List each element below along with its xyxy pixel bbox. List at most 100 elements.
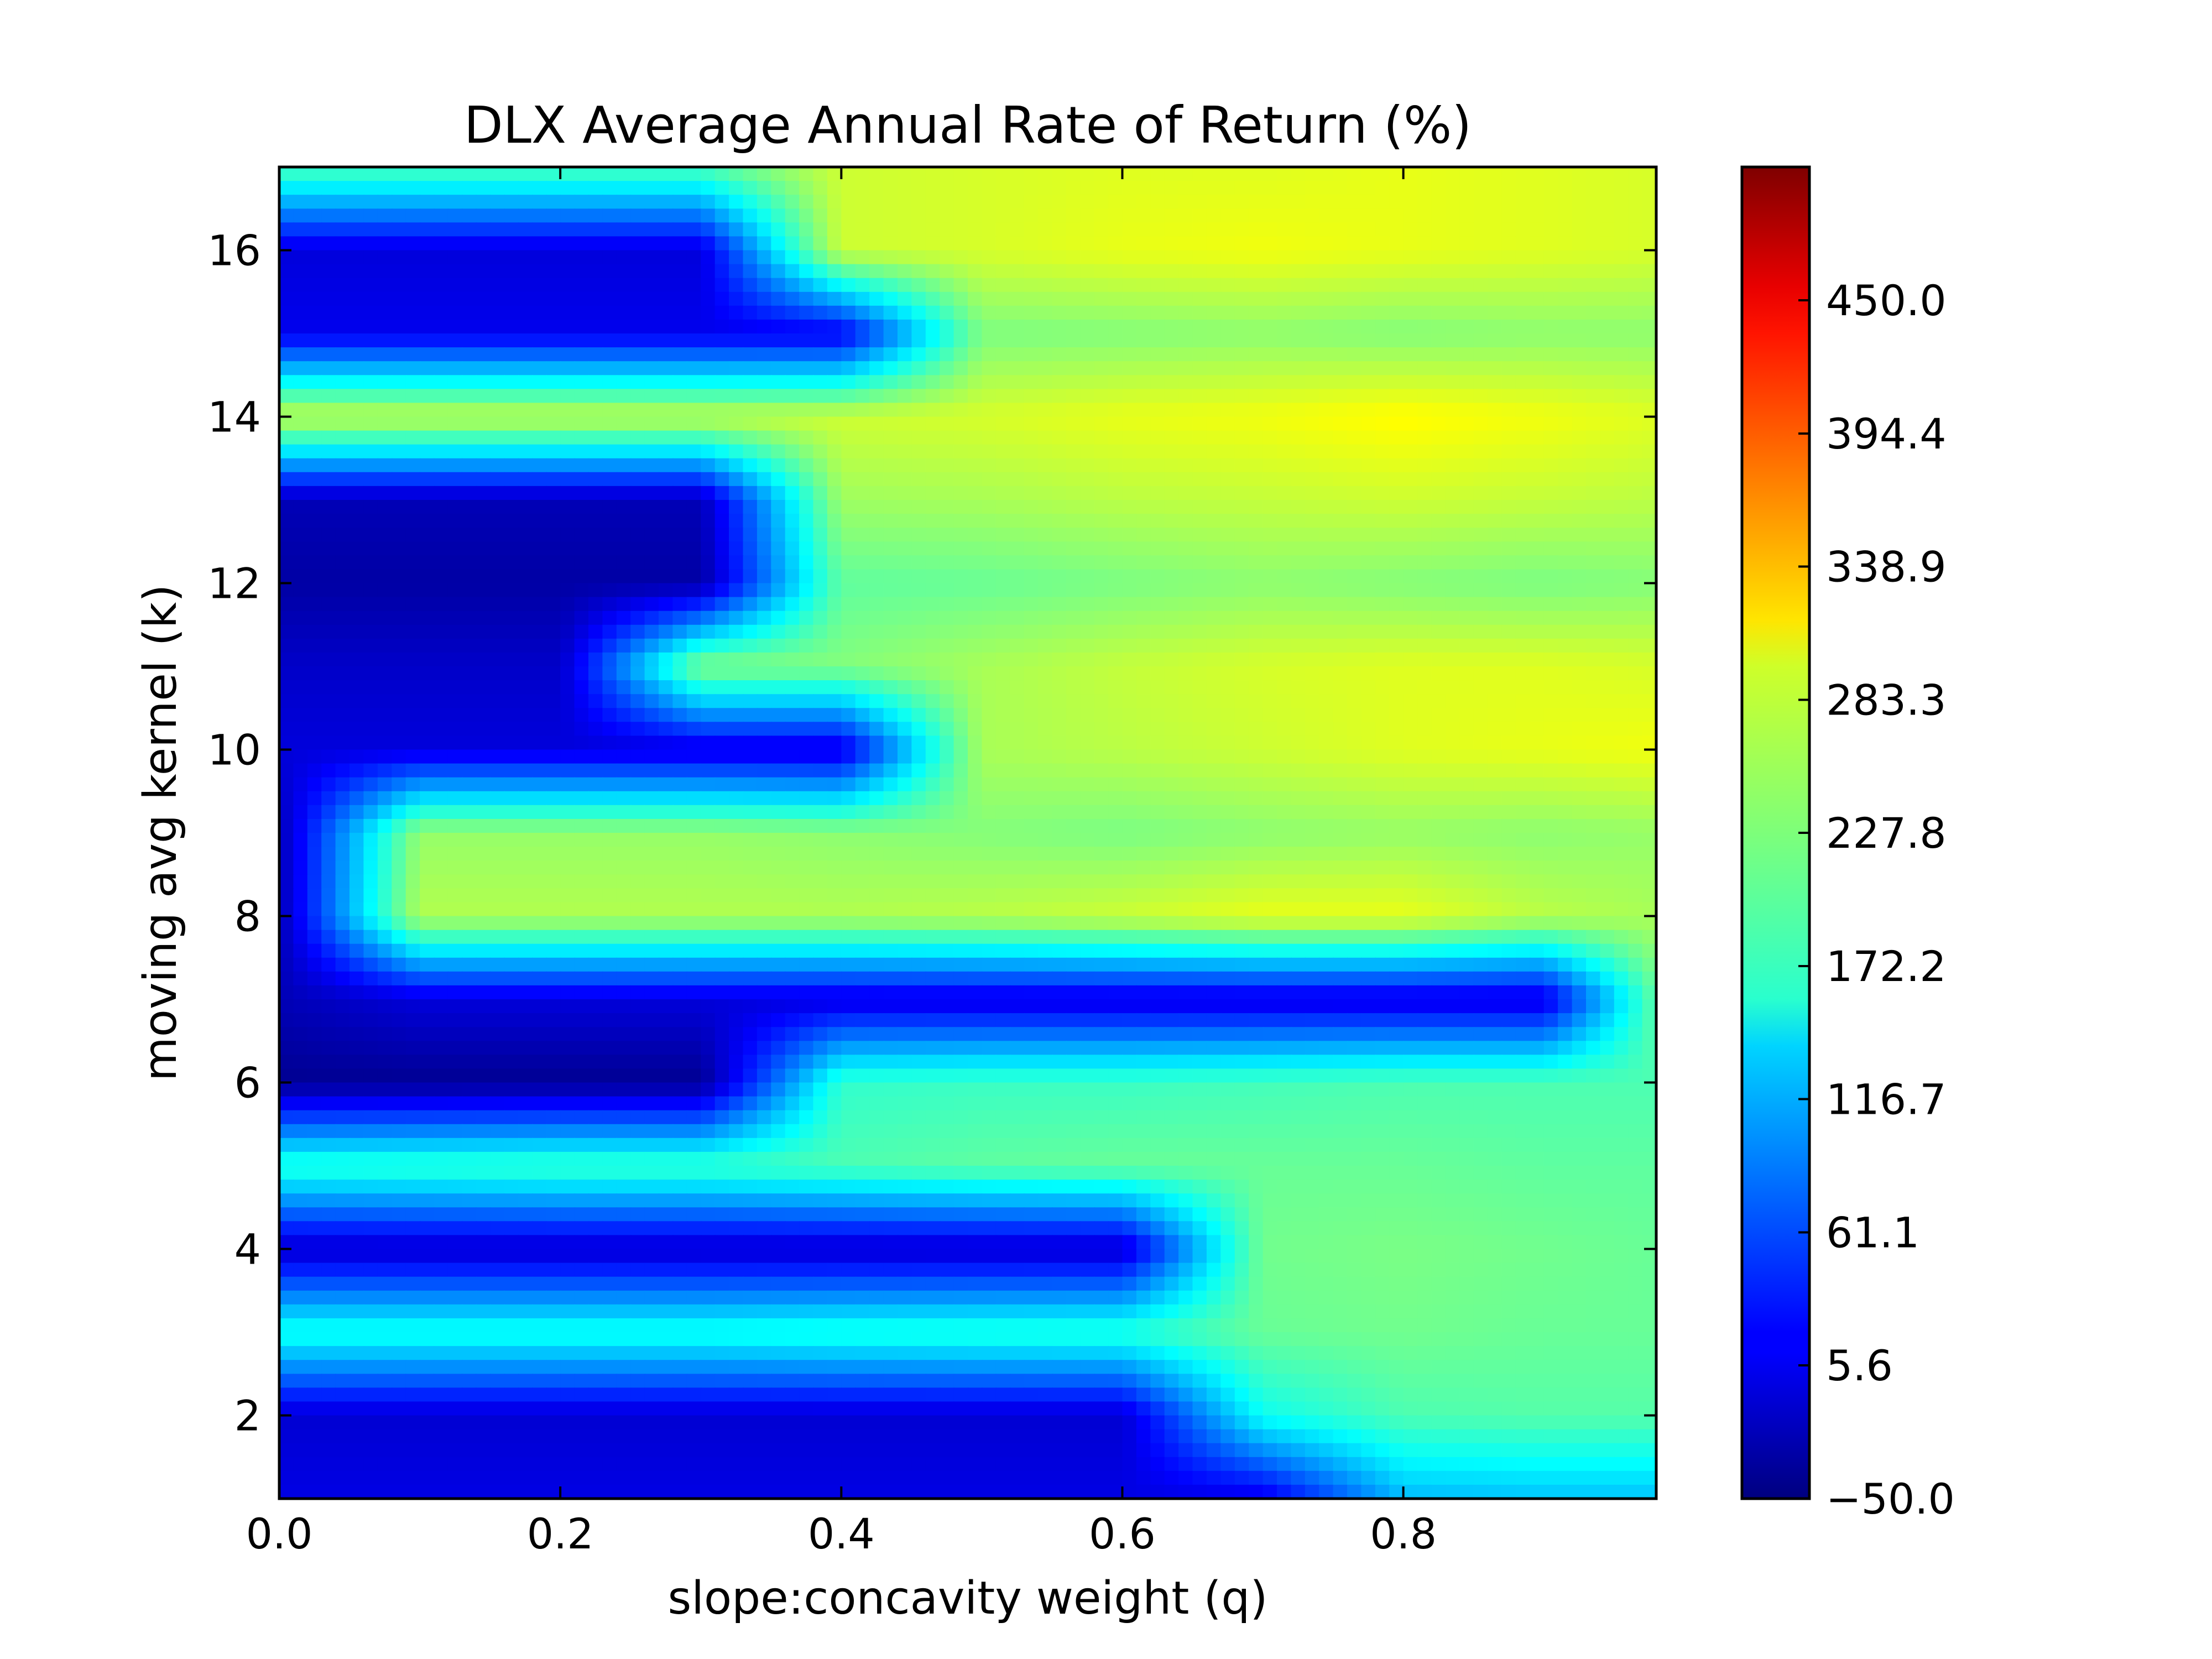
heatmap [279,167,1656,1499]
heatmap-cell [293,361,308,376]
heatmap-cell [1403,514,1418,529]
heatmap-cell [686,389,702,404]
heatmap-cell [476,458,491,473]
heatmap-cell [729,375,744,390]
heatmap-cell [1291,375,1306,390]
heatmap-cell [1628,777,1643,792]
heatmap-cell [1080,847,1095,862]
heatmap-cell [321,430,336,445]
heatmap-cell [1417,514,1432,529]
heatmap-cell [813,250,828,265]
heatmap-cell [644,818,660,834]
heatmap-cell [1375,278,1390,293]
heatmap-cell [785,167,800,182]
heatmap-cell [1024,375,1039,390]
heatmap-cell [1024,444,1039,459]
heatmap-cell [701,486,716,501]
heatmap-cell [1094,860,1109,875]
heatmap-cell [279,236,294,251]
heatmap-cell [434,763,449,778]
heatmap-cell [743,416,758,431]
heatmap-cell [1389,264,1404,279]
heatmap-cell [841,291,856,307]
heatmap-cell [982,195,997,210]
heatmap-cell [743,722,758,737]
heatmap-cell [630,319,645,335]
heatmap-cell [729,541,744,556]
heatmap-cell [490,278,505,293]
heatmap-cell [1319,416,1334,431]
heatmap-cell [588,818,603,834]
heatmap-cell [363,444,378,459]
heatmap-cell [434,264,449,279]
heatmap-cell [1010,167,1025,182]
heatmap-cell [307,569,322,584]
heatmap-cell [1628,722,1643,737]
heatmap-cell [785,652,800,667]
heatmap-cell [1122,624,1138,640]
heatmap-cell [1150,763,1165,778]
heatmap-cell [1347,777,1362,792]
heatmap-cell [1277,652,1292,667]
heatmap-cell [1319,791,1334,806]
heatmap-cell [462,181,477,196]
heatmap-cell [1558,694,1573,709]
heatmap-cell [757,347,772,362]
heatmap-cell [1234,195,1250,210]
heatmap-cell [1572,860,1587,875]
heatmap-cell [405,860,421,875]
heatmap-cell [1010,333,1025,348]
heatmap-cell [1192,278,1208,293]
heatmap-cell [1319,264,1334,279]
heatmap-cell [659,264,674,279]
heatmap-cell [532,583,547,598]
heatmap-cell [714,389,730,404]
heatmap-cell [1473,847,1489,862]
heatmap-cell [588,638,603,654]
heatmap-cell [785,278,800,293]
heatmap-cell [743,208,758,223]
heatmap-cell [940,652,954,667]
heatmap-cell [602,208,617,223]
heatmap-cell [630,347,645,362]
heatmap-cell [1361,847,1376,862]
heatmap-cell [377,514,393,529]
heatmap-cell [940,847,954,862]
heatmap-cell [1136,528,1151,542]
heatmap-cell [968,541,983,556]
heatmap-cell [279,763,294,778]
heatmap-cell [940,222,954,237]
heatmap-cell [377,666,393,681]
heatmap-cell [307,236,322,251]
heatmap-cell [771,528,786,542]
heatmap-cell [757,847,772,862]
heatmap-cell [1122,444,1138,459]
heatmap-cell [1515,763,1531,778]
heatmap-cell [659,195,674,210]
heatmap-cell [940,666,954,681]
heatmap-cell [560,486,575,501]
heatmap-cell [1403,541,1418,556]
heatmap-cell [869,319,884,335]
heatmap-cell [1220,735,1235,750]
heatmap-cell [743,291,758,307]
heatmap-cell [462,389,477,404]
heatmap-cell [1178,486,1193,501]
heatmap-cell [1628,208,1643,223]
heatmap-cell [476,791,491,806]
heatmap-cell [1614,583,1629,598]
heatmap-cell [1628,347,1643,362]
heatmap-cell [1262,583,1278,598]
heatmap-cell [827,389,842,404]
heatmap-cell [293,472,308,487]
heatmap-cell [1558,389,1573,404]
heatmap-cell [1473,818,1489,834]
heatmap-cell [574,430,589,445]
heatmap-cell [1501,291,1517,307]
heatmap-cell [729,860,744,875]
heatmap-cell [855,430,870,445]
heatmap-cell [476,444,491,459]
heatmap-cell [1431,763,1447,778]
heatmap-cell [1220,305,1235,321]
heatmap-cell [420,347,435,362]
